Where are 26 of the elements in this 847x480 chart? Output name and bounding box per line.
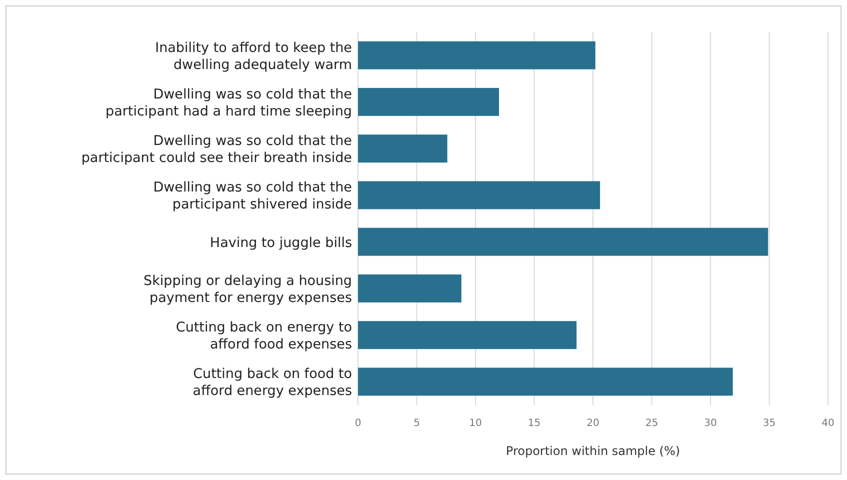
x-tick-label: 20 (586, 418, 600, 429)
x-tick-label: 40 (822, 418, 834, 429)
bar (358, 228, 768, 256)
bar (358, 41, 596, 70)
bar (358, 134, 448, 163)
y-tick-label: Inability to afford to keep the dwelling adequately warm (155, 40, 352, 73)
x-tick-label: 25 (645, 418, 658, 429)
bar (358, 181, 600, 210)
x-tick-label: 5 (414, 418, 420, 429)
y-tick-label: Cutting back on food to afford energy expenses (192, 366, 352, 400)
y-tick-label: Dwelling was so cold that the participant shivered inside (153, 180, 352, 213)
bar (358, 368, 733, 396)
bar (358, 321, 577, 350)
x-axis-title: Proportion within sample (%) (506, 444, 680, 458)
x-tick-label: 15 (528, 418, 541, 429)
x-tick-label: 10 (469, 418, 482, 429)
x-tick-label: 0 (354, 418, 362, 429)
bar (358, 88, 499, 116)
y-tick-label: Having to juggle bills (210, 234, 352, 251)
y-tick-label: Dwelling was so cold that the participant could see their breath inside (81, 133, 352, 166)
y-tick-label: Skipping or delaying a housing payment for energy expenses (144, 272, 352, 306)
y-tick-label: Dwelling was so cold that the participant had a hard time sleeping (106, 86, 352, 120)
x-tick-label: 30 (704, 418, 717, 429)
bar (358, 274, 462, 302)
y-tick-label: Cutting back on energy to afford food expenses (176, 320, 352, 353)
x-tick-label: 35 (762, 418, 776, 429)
